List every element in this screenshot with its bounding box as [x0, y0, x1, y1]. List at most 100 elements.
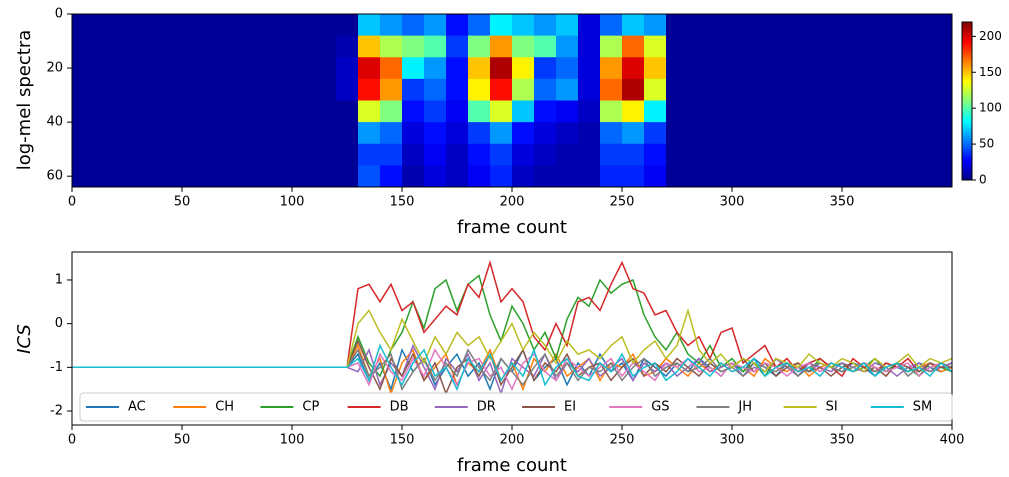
heatmap-cell [666, 57, 689, 80]
heatmap-cell [600, 100, 623, 123]
heatmap-cell [930, 35, 953, 58]
heatmap-cell [512, 35, 535, 58]
heatmap-cell [666, 143, 689, 166]
x-tick-label: 200 [500, 433, 525, 448]
heatmap-cell [798, 143, 821, 166]
heatmap-cell [688, 78, 711, 101]
heatmap-cell [358, 122, 381, 145]
heatmap-cell [666, 100, 689, 123]
heatmap-cell [886, 35, 909, 58]
heatmap-cell [578, 14, 601, 37]
heatmap-cell [688, 57, 711, 80]
heatmap-cell [842, 14, 865, 37]
heatmap-cell [94, 143, 117, 166]
colorbar-step [962, 108, 972, 113]
heatmap-cell [138, 14, 161, 37]
heatmap-cell [622, 165, 645, 188]
heatmap-cell [864, 122, 887, 145]
heatmap-cell [248, 78, 271, 101]
colorbar-step [962, 153, 972, 157]
heatmap-cell [446, 165, 469, 188]
heatmap-cell [886, 165, 909, 188]
heatmap-cell [94, 14, 117, 37]
heatmap-cell [314, 100, 337, 123]
colorbar-tick-label: 200 [979, 29, 1002, 43]
heatmap-cell [490, 14, 513, 37]
heatmap-cell [886, 100, 909, 123]
heatmap-cell [160, 78, 183, 101]
heatmap-cell [490, 165, 513, 188]
heatmap-cell [930, 122, 953, 145]
heatmap-cell [314, 165, 337, 188]
heatmap-cell [226, 100, 249, 123]
heatmap-cell [622, 143, 645, 166]
legend-label: GS [651, 400, 669, 415]
heatmap-cell [688, 35, 711, 58]
heatmap-cell [270, 165, 293, 188]
heatmap-cell [270, 78, 293, 101]
y-tick-label: 60 [46, 169, 63, 184]
heatmap-cell [248, 143, 271, 166]
heatmap-cell [556, 143, 579, 166]
heatmap-cell [732, 165, 755, 188]
heatmap-cell [380, 100, 403, 123]
heatmap-cell [72, 122, 95, 145]
heatmap-cell [600, 165, 623, 188]
heatmap-cell [512, 143, 535, 166]
heatmap-cell [820, 122, 843, 145]
colorbar-step [962, 69, 972, 73]
heatmap-cell [204, 165, 227, 188]
heatmap-cell [226, 78, 249, 101]
heatmap-cell [402, 165, 425, 188]
heatmap-cell [666, 14, 689, 37]
heatmap-cell [424, 122, 447, 145]
colorbar-step [962, 72, 972, 76]
plot-frame [71, 13, 953, 188]
heatmap-cell [292, 35, 315, 58]
heatmap-cell [644, 78, 667, 101]
colorbar-step [962, 85, 972, 89]
heatmap-cell [820, 78, 843, 101]
colorbar-step [962, 45, 972, 49]
heatmap-cell [578, 122, 601, 145]
heatmap-cell [798, 57, 821, 80]
x-tick-label: 400 [940, 433, 965, 448]
heatmap-cell [336, 122, 359, 145]
x-axis-label: frame count [457, 455, 567, 476]
heatmap-cell [644, 35, 667, 58]
heatmap-cell [468, 57, 491, 80]
heatmap-cell [204, 35, 227, 58]
heatmap-cell [402, 100, 425, 123]
heatmap-cell [72, 100, 95, 123]
heatmap-cell [204, 57, 227, 80]
heatmap-cell [358, 35, 381, 58]
x-tick-label: 350 [830, 433, 855, 448]
heatmap-cell [490, 122, 513, 145]
heatmap-cell [820, 165, 843, 188]
legend-label: SI [826, 400, 838, 415]
heatmap-cell [380, 57, 403, 80]
heatmap-cell [380, 143, 403, 166]
heatmap-cell [930, 165, 953, 188]
heatmap-cell [270, 35, 293, 58]
colorbar-step [962, 61, 972, 65]
heatmap-cell [446, 35, 469, 58]
heatmap-cell [864, 35, 887, 58]
colorbar-step [962, 95, 972, 99]
heatmap-cell [842, 122, 865, 145]
heatmap-cell [424, 165, 447, 188]
heatmap-cell [182, 165, 205, 188]
heatmap-cell [864, 78, 887, 101]
heatmap-cell [666, 165, 689, 188]
x-tick-label: 50 [174, 433, 191, 448]
colorbar-step [962, 74, 972, 78]
series-line [72, 307, 952, 373]
colorbar-step [962, 48, 972, 52]
heatmap-cell [754, 57, 777, 80]
heatmap-cell [72, 14, 95, 37]
heatmap-cell [72, 78, 95, 101]
heatmap-cell [908, 100, 931, 123]
heatmap-cell [204, 14, 227, 37]
heatmap-cell [666, 35, 689, 58]
series-line [72, 347, 952, 392]
